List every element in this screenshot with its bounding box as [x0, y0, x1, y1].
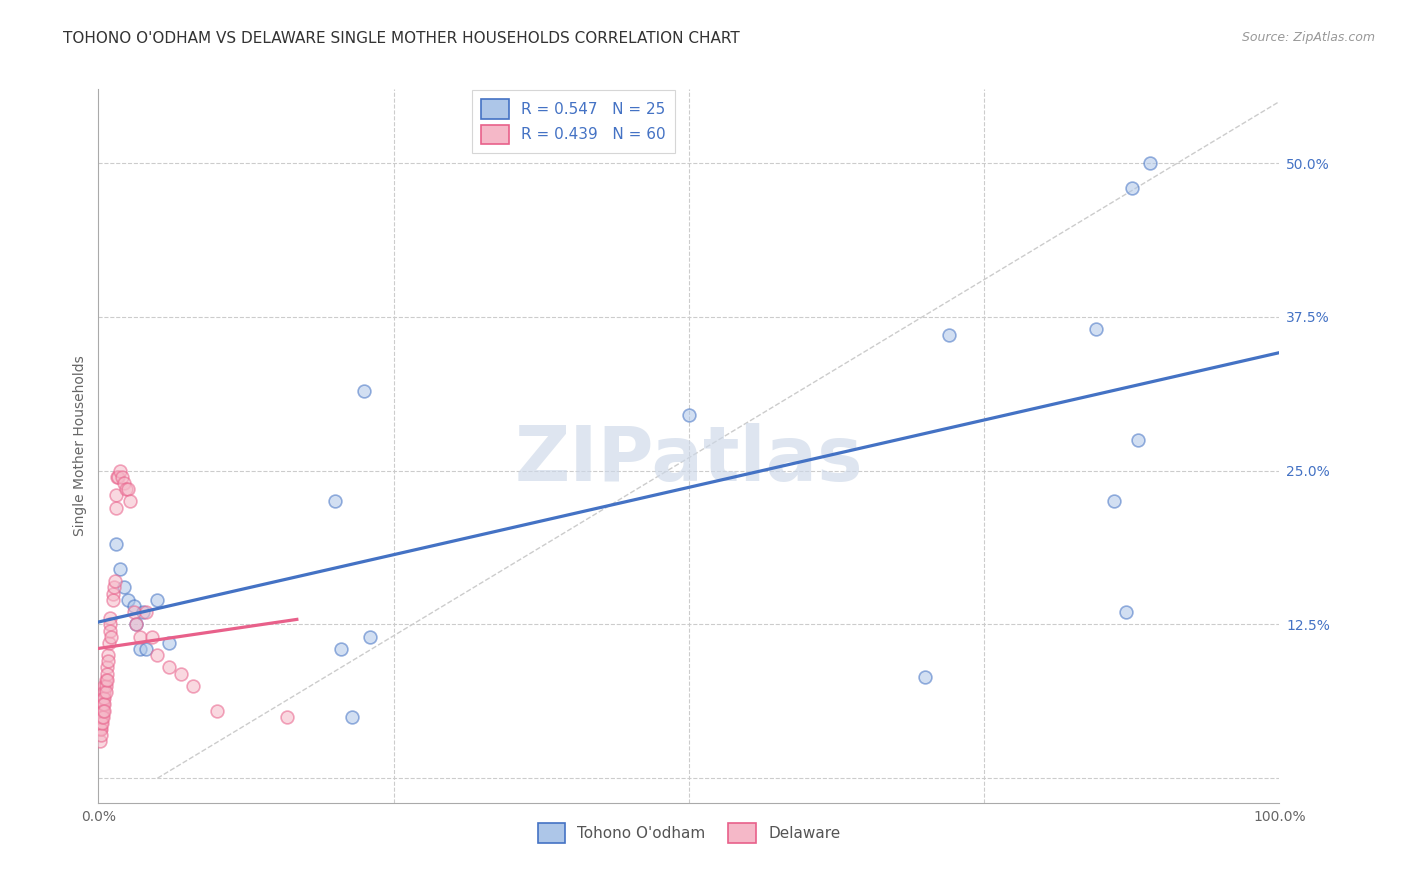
- Point: [181, 679, 204, 693]
- Point: [91, 709, 114, 723]
- Point: [98, 611, 121, 625]
- Point: [90, 728, 112, 742]
- Point: [93, 704, 115, 718]
- Point: [1121, 180, 1143, 194]
- Point: [120, 494, 142, 508]
- Point: [91, 715, 114, 730]
- Point: [678, 409, 700, 423]
- Point: [128, 642, 150, 657]
- Point: [1102, 494, 1125, 508]
- Point: [122, 605, 145, 619]
- Point: [170, 666, 193, 681]
- Point: [128, 630, 150, 644]
- Point: [938, 328, 960, 343]
- Point: [93, 679, 115, 693]
- Point: [105, 500, 128, 515]
- Point: [89, 722, 111, 736]
- Point: [117, 482, 139, 496]
- Point: [353, 384, 375, 398]
- Point: [89, 722, 111, 736]
- Point: [96, 673, 118, 687]
- Point: [91, 691, 114, 706]
- Legend: Tohono O'odham, Delaware: Tohono O'odham, Delaware: [531, 817, 846, 848]
- Point: [97, 648, 120, 662]
- Point: [96, 666, 118, 681]
- Point: [108, 562, 131, 576]
- Point: [105, 488, 128, 502]
- Point: [323, 494, 346, 508]
- Point: [93, 685, 115, 699]
- Point: [89, 709, 111, 723]
- Point: [91, 698, 114, 712]
- Point: [146, 648, 169, 662]
- Point: [112, 581, 135, 595]
- Point: [94, 685, 117, 699]
- Point: [90, 709, 112, 723]
- Point: [101, 592, 124, 607]
- Point: [105, 469, 128, 483]
- Text: Source: ZipAtlas.com: Source: ZipAtlas.com: [1241, 31, 1375, 45]
- Point: [125, 617, 148, 632]
- Point: [100, 630, 122, 644]
- Point: [122, 599, 145, 613]
- Point: [91, 709, 114, 723]
- Point: [90, 704, 112, 718]
- Point: [135, 642, 157, 657]
- Point: [93, 698, 115, 712]
- Point: [205, 704, 228, 718]
- Point: [132, 605, 155, 619]
- Point: [91, 698, 114, 712]
- Point: [117, 592, 139, 607]
- Point: [329, 642, 352, 657]
- Point: [276, 709, 298, 723]
- Text: ZIPatlas: ZIPatlas: [515, 424, 863, 497]
- Point: [98, 636, 121, 650]
- Point: [91, 704, 114, 718]
- Text: TOHONO O'ODHAM VS DELAWARE SINGLE MOTHER HOUSEHOLDS CORRELATION CHART: TOHONO O'ODHAM VS DELAWARE SINGLE MOTHER…: [63, 31, 740, 46]
- Y-axis label: Single Mother Households: Single Mother Households: [73, 356, 87, 536]
- Point: [107, 469, 129, 483]
- Point: [93, 691, 115, 706]
- Point: [101, 587, 124, 601]
- Point: [157, 660, 180, 674]
- Point: [359, 630, 381, 644]
- Point: [342, 709, 364, 723]
- Point: [90, 715, 112, 730]
- Point: [1085, 322, 1108, 336]
- Point: [97, 654, 120, 668]
- Point: [114, 482, 136, 496]
- Point: [141, 630, 163, 644]
- Point: [96, 660, 118, 674]
- Point: [112, 475, 135, 490]
- Point: [98, 624, 121, 638]
- Point: [104, 574, 127, 589]
- Point: [98, 617, 121, 632]
- Point: [146, 592, 169, 607]
- Point: [1139, 156, 1161, 170]
- Point: [91, 704, 114, 718]
- Point: [157, 636, 180, 650]
- Point: [90, 722, 112, 736]
- Point: [914, 670, 936, 684]
- Point: [1115, 605, 1137, 619]
- Point: [94, 673, 117, 687]
- Point: [105, 537, 128, 551]
- Point: [103, 581, 125, 595]
- Point: [135, 605, 157, 619]
- Point: [89, 734, 111, 748]
- Point: [125, 617, 148, 632]
- Point: [111, 469, 134, 483]
- Point: [94, 679, 117, 693]
- Point: [1126, 433, 1149, 447]
- Point: [108, 464, 131, 478]
